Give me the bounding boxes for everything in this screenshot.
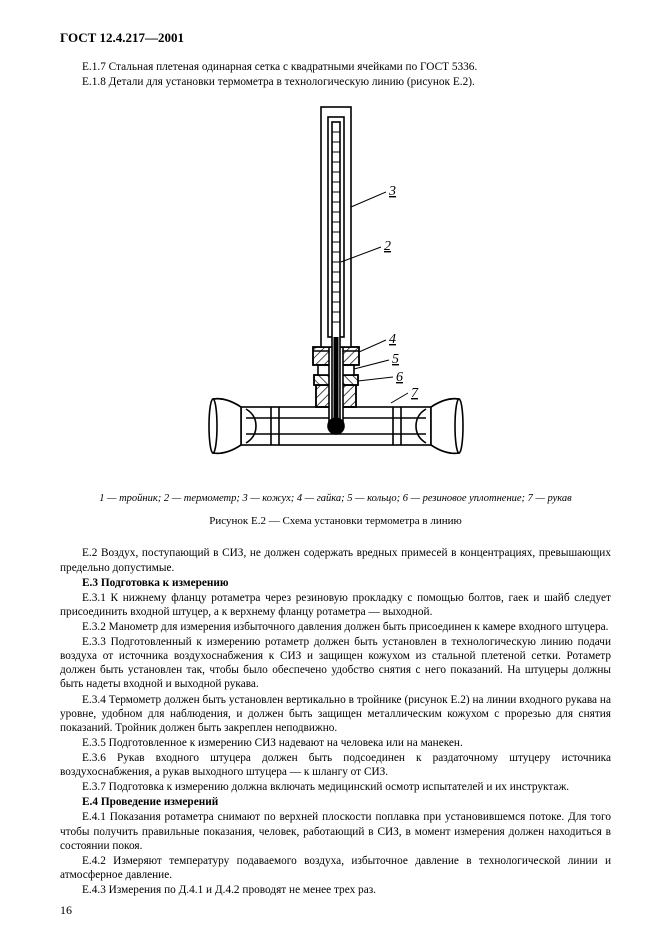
heading-e3: Е.3 Подготовка к измерению bbox=[60, 576, 611, 590]
para-e18: Е.1.8 Детали для установки термометра в … bbox=[60, 75, 611, 89]
para-e35: Е.3.5 Подготовленное к измерению СИЗ над… bbox=[60, 736, 611, 750]
para-e31: Е.3.1 К нижнему фланцу ротаметра через р… bbox=[60, 591, 611, 619]
thermometer-diagram: 3 2 4 5 6 7 bbox=[201, 97, 471, 477]
label-3: 3 bbox=[388, 184, 396, 199]
para-e41: Е.4.1 Показания ротаметра снимают по вер… bbox=[60, 810, 611, 852]
para-e34: Е.3.4 Термометр должен быть установлен в… bbox=[60, 693, 611, 735]
label-2: 2 bbox=[384, 239, 391, 254]
page-number: 16 bbox=[60, 903, 72, 918]
page: ГОСТ 12.4.217—2001 Е.1.7 Стальная плетен… bbox=[0, 0, 661, 936]
para-e33: Е.3.3 Подготовленный к измерению ротамет… bbox=[60, 635, 611, 691]
para-e2: Е.2 Воздух, поступающий в СИЗ, не должен… bbox=[60, 546, 611, 574]
para-e32: Е.3.2 Манометр для измерения избыточного… bbox=[60, 620, 611, 634]
label-5: 5 bbox=[392, 352, 399, 367]
label-6: 6 bbox=[396, 370, 403, 385]
figure-e2: 3 2 4 5 6 7 bbox=[60, 97, 611, 481]
para-e17: Е.1.7 Стальная плетеная одинарная сетка … bbox=[60, 60, 611, 74]
para-e43: Е.4.3 Измерения по Д.4.1 и Д.4.2 проводя… bbox=[60, 883, 611, 897]
para-e37: Е.3.7 Подготовка к измерению должна вклю… bbox=[60, 780, 611, 794]
heading-e4-text: Е.4 Проведение измерений bbox=[82, 796, 218, 808]
label-7: 7 bbox=[411, 386, 419, 401]
heading-e4: Е.4 Проведение измерений bbox=[60, 795, 611, 809]
figure-legend: 1 — тройник; 2 — термометр; 3 — кожух; 4… bbox=[60, 492, 611, 505]
para-e36: Е.3.6 Рукав входного штуцера должен быть… bbox=[60, 751, 611, 779]
heading-e3-text: Е.3 Подготовка к измерению bbox=[82, 577, 229, 589]
figure-caption: Рисунок Е.2 — Схема установки термометра… bbox=[60, 515, 611, 529]
para-e42: Е.4.2 Измеряют температуру подаваемого в… bbox=[60, 854, 611, 882]
label-4: 4 bbox=[389, 332, 396, 347]
document-header: ГОСТ 12.4.217—2001 bbox=[60, 30, 611, 46]
